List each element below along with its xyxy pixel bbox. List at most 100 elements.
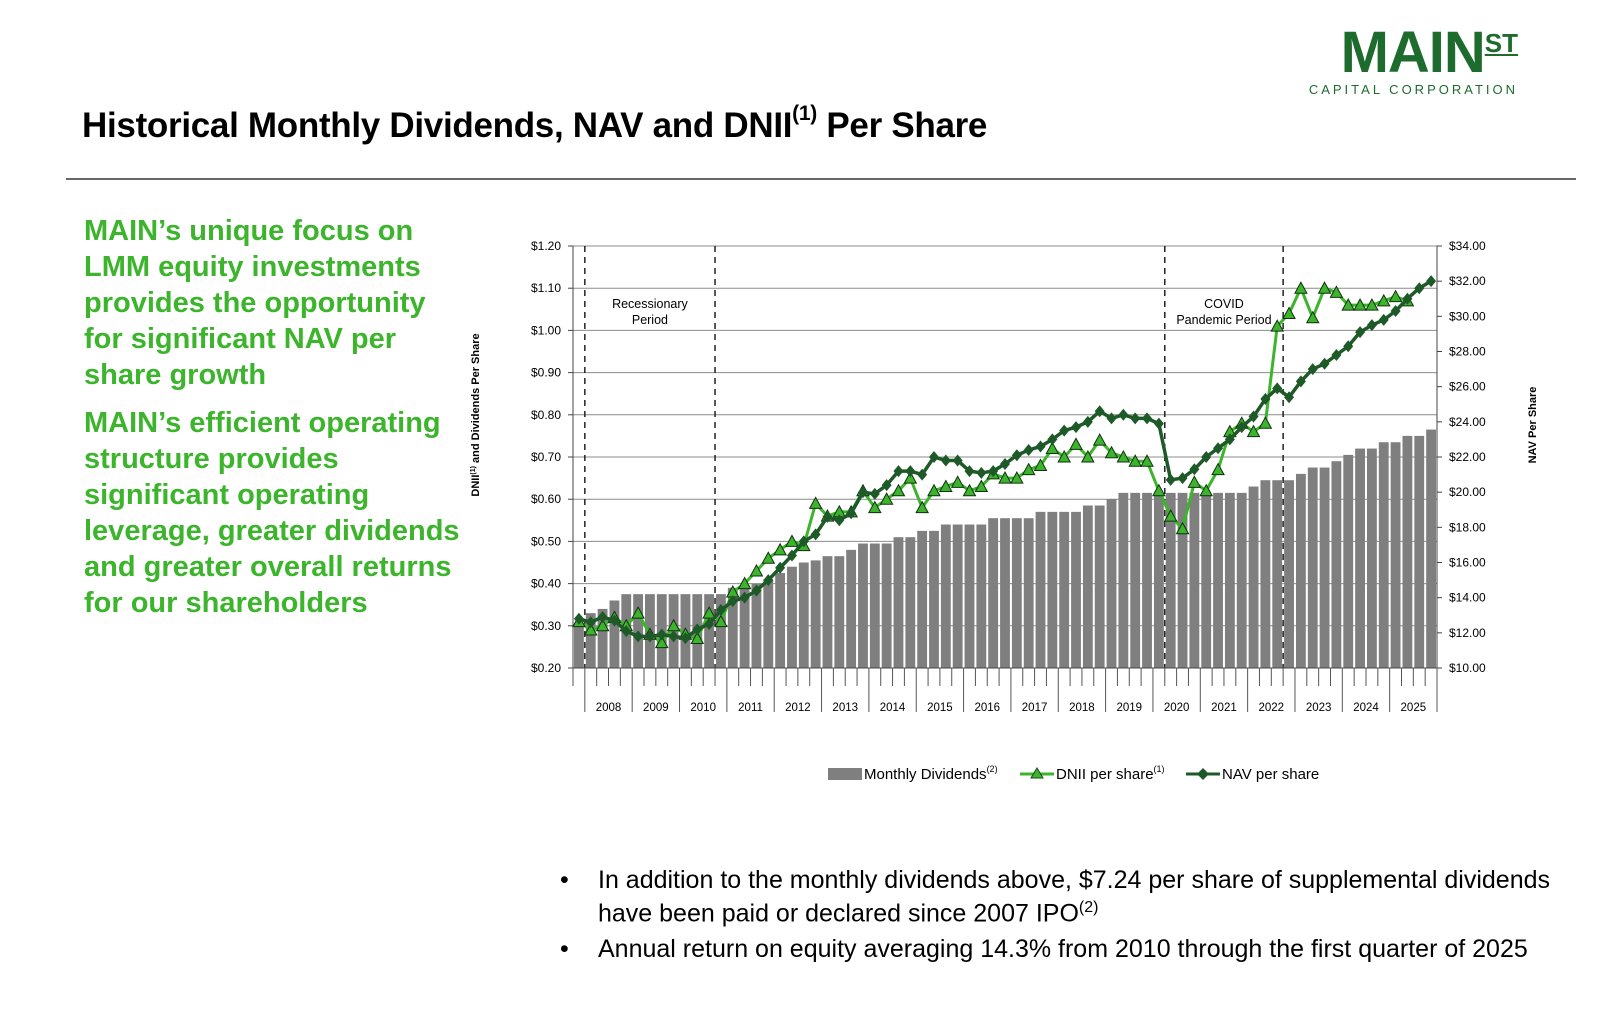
nav-point xyxy=(1059,424,1070,437)
y2-tick-label: $22.00 xyxy=(1449,450,1486,464)
dividend-bar xyxy=(1082,505,1093,668)
nav-point xyxy=(1319,357,1330,370)
nav-point xyxy=(1355,326,1366,339)
dnii-point xyxy=(749,563,764,577)
y-tick-label: $1.20 xyxy=(531,239,561,253)
dividend-bar xyxy=(597,608,608,668)
nav-point xyxy=(1390,305,1401,318)
nav-point xyxy=(644,630,655,643)
y2-tick-label: $32.00 xyxy=(1449,274,1486,288)
nav-point xyxy=(940,454,951,467)
period-label: Recessionary xyxy=(612,297,688,311)
dividend-bar xyxy=(846,549,857,668)
dnii-point xyxy=(1353,298,1367,311)
nav-point xyxy=(573,612,584,625)
bullet-2-text: Annual return on equity averaging 14.3% … xyxy=(598,935,1528,964)
nav-point xyxy=(597,611,608,624)
dividend-bar xyxy=(1414,435,1425,668)
dividend-bar xyxy=(1059,511,1070,668)
header-divider xyxy=(66,178,1576,180)
legend-dnii-label: DNII per share(1) xyxy=(1056,764,1165,783)
left-panel: MAIN’s unique focus on LMM equity invest… xyxy=(84,213,464,633)
y2-tick-label: $16.00 xyxy=(1449,556,1486,570)
nav-point xyxy=(775,561,786,574)
nav-point xyxy=(964,465,975,478)
logo-wordmark: MAIN xyxy=(1340,20,1486,85)
y-tick-label: $0.70 xyxy=(531,450,561,464)
x-tick-label: 2015 xyxy=(927,702,953,714)
legend-nav-marker xyxy=(1197,768,1209,780)
legend-dividends-swatch xyxy=(828,768,862,780)
y2-tick-label: $28.00 xyxy=(1449,345,1486,359)
logo-superscript: ST xyxy=(1484,28,1518,58)
nav-point xyxy=(1307,363,1318,376)
x-tick-label: 2024 xyxy=(1353,702,1379,714)
nav-point xyxy=(1177,472,1188,485)
nav-point xyxy=(727,595,738,608)
dividend-bar xyxy=(1284,480,1294,668)
nav-point xyxy=(786,549,797,562)
page-title: Historical Monthly Dividends, NAV and DN… xyxy=(82,102,987,146)
nav-point xyxy=(751,584,762,597)
x-tick-label: 2008 xyxy=(596,702,622,714)
bullet-glyph: • xyxy=(560,866,569,894)
legend-dividends-text: Monthly Dividends xyxy=(864,766,987,783)
dividend-bar xyxy=(893,537,904,668)
nav-point xyxy=(1284,391,1295,404)
y-tick-label: $0.80 xyxy=(531,408,561,422)
dnii-point xyxy=(915,500,929,514)
dnii-point xyxy=(927,483,941,497)
dnii-point xyxy=(1128,454,1143,467)
dividend-bar xyxy=(810,560,821,668)
y-axis-label-main: DNII xyxy=(470,475,482,497)
dividend-bar xyxy=(964,524,975,668)
period-label: COVID xyxy=(1204,297,1244,311)
bullet-glyph: • xyxy=(560,935,569,964)
dividend-bar xyxy=(574,625,584,668)
y2-axis-label: NAV Per Share xyxy=(1527,387,1539,464)
dividend-bar xyxy=(940,524,951,668)
x-tick-label: 2010 xyxy=(690,702,716,714)
y-tick-label: $0.40 xyxy=(531,577,561,591)
dividend-bar xyxy=(1071,511,1081,668)
nav-point xyxy=(928,451,939,463)
legend-nav-label: NAV per share xyxy=(1222,766,1319,783)
dnii-point xyxy=(1376,293,1391,307)
nav-point xyxy=(1272,382,1283,395)
left-panel-point-1: MAIN’s unique focus on LMM equity invest… xyxy=(84,215,426,391)
y-axis-label: DNII(1) and Dividends Per Share xyxy=(470,333,482,496)
dnii-point xyxy=(1329,285,1344,298)
dnii-point xyxy=(1365,298,1379,311)
dividend-bar xyxy=(775,573,786,668)
dnii-point xyxy=(891,483,906,497)
nav-point xyxy=(1213,442,1224,455)
page-title-main: Historical Monthly Dividends, NAV and DN… xyxy=(82,106,793,145)
nav-point xyxy=(1378,313,1389,326)
dnii-point xyxy=(714,614,728,628)
x-tick-label: 2012 xyxy=(785,702,811,714)
nav-point xyxy=(798,535,809,548)
y2-tick-label: $14.00 xyxy=(1449,591,1486,605)
x-tick-label: 2019 xyxy=(1116,702,1142,714)
y2-tick-label: $18.00 xyxy=(1449,520,1486,534)
dnii-point xyxy=(631,606,645,619)
nav-point xyxy=(692,623,703,636)
y2-tick-label: $20.00 xyxy=(1449,485,1486,499)
dnii-point xyxy=(1211,462,1225,476)
legend-dnii-text: DNII per share xyxy=(1056,766,1154,783)
y2-tick-label: $26.00 xyxy=(1449,380,1486,394)
x-tick-label: 2014 xyxy=(880,702,906,714)
main-street-logo: MAINST CAPITAL CORPORATION xyxy=(1298,22,1518,100)
nav-point xyxy=(1260,392,1271,405)
nav-point xyxy=(1248,410,1259,423)
dnii-point xyxy=(1033,458,1048,471)
dnii-point xyxy=(1341,298,1356,311)
bullet-1-text: In addition to the monthly dividends abo… xyxy=(598,866,1551,928)
dividend-bar xyxy=(822,556,833,668)
dividend-bar xyxy=(905,537,916,668)
x-tick-label: 2017 xyxy=(1022,702,1048,714)
dnii-point xyxy=(1294,281,1308,294)
dividend-bar xyxy=(1402,435,1413,668)
nav-point xyxy=(1130,412,1141,425)
y2-tick-label: $10.00 xyxy=(1449,661,1486,675)
